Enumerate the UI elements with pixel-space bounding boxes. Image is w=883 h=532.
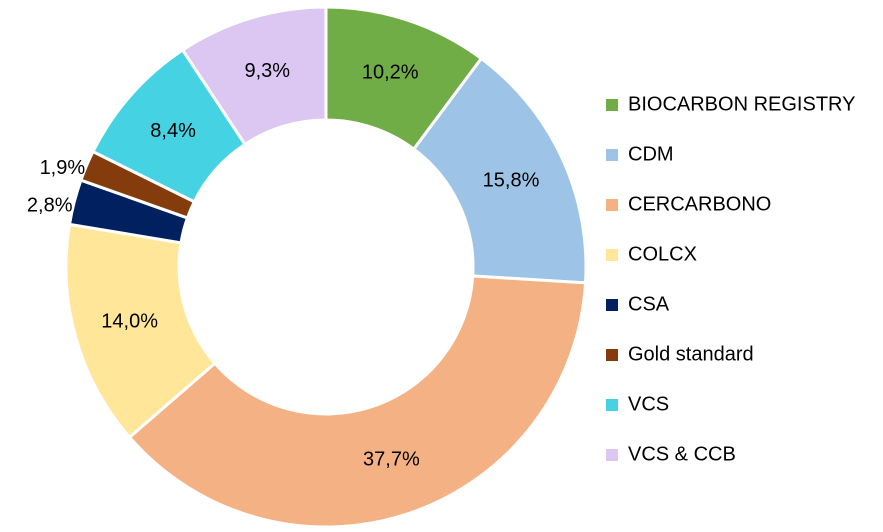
legend-label: CERCARBONO — [628, 193, 771, 215]
legend-swatch — [606, 249, 618, 261]
legend-swatch — [606, 349, 618, 361]
legend-label: Gold standard — [628, 343, 754, 365]
data-label: 9,3% — [245, 60, 291, 82]
data-label: 10,2% — [362, 62, 419, 84]
legend-label: COLCX — [628, 243, 697, 265]
legend-swatch — [606, 199, 618, 211]
legend-swatch — [606, 149, 618, 161]
data-label: 15,8% — [483, 169, 540, 191]
data-label: 1,9% — [40, 157, 86, 179]
data-label: 8,4% — [150, 120, 196, 142]
legend-swatch — [606, 99, 618, 111]
legend-label: CSA — [628, 293, 670, 315]
legend-swatch — [606, 399, 618, 411]
data-label: 2,8% — [27, 194, 73, 216]
legend-label: CDM — [628, 143, 674, 165]
donut-slice — [180, 5, 328, 147]
legend-label: VCS & CCB — [628, 443, 736, 465]
legend-label: BIOCARBON REGISTRY — [628, 93, 855, 115]
donut-slice — [411, 56, 588, 285]
legend-swatch — [606, 299, 618, 311]
legend-label: VCS — [628, 393, 669, 415]
legend-swatch — [606, 449, 618, 461]
data-label: 37,7% — [363, 449, 420, 471]
donut-slice — [127, 274, 588, 529]
donut-slice — [64, 222, 218, 440]
data-label: 14,0% — [101, 311, 158, 333]
